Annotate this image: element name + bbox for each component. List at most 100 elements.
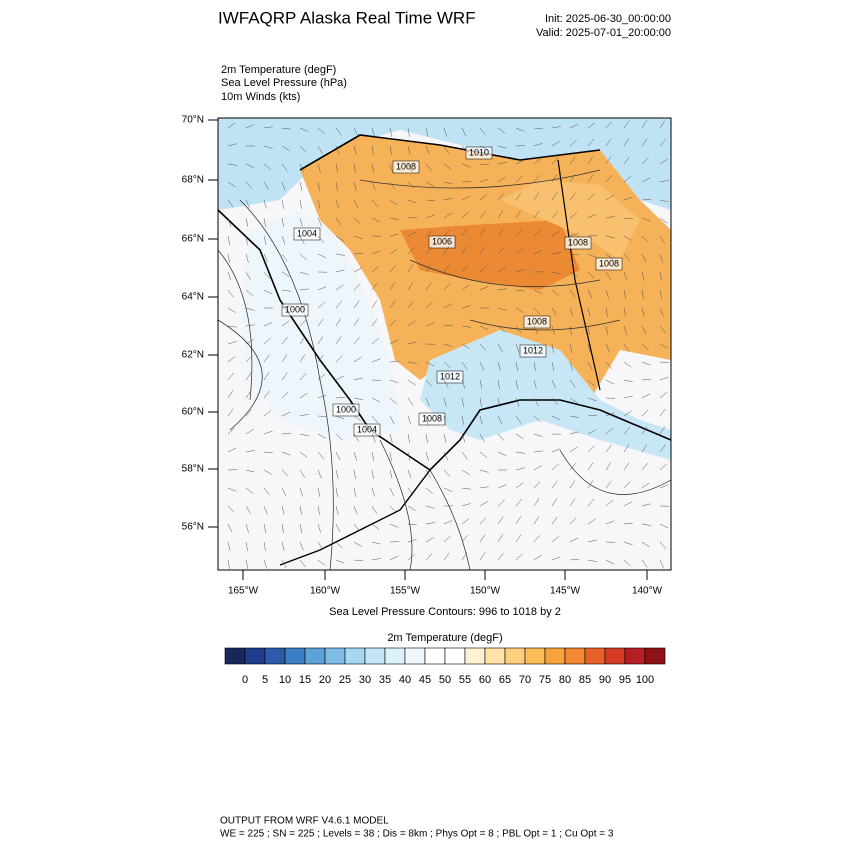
contour-label: 1000 xyxy=(285,304,305,314)
contour-label-box xyxy=(595,257,623,271)
wind-barb xyxy=(515,467,525,471)
wind-barb xyxy=(461,343,470,350)
wind-barb xyxy=(371,318,378,327)
wind-barb xyxy=(227,356,236,363)
wind-barb xyxy=(587,193,595,201)
wind-barb xyxy=(443,283,451,291)
wind-barb xyxy=(371,541,381,545)
wind-barb xyxy=(425,469,431,478)
wind-barb xyxy=(659,307,664,317)
wind-barb xyxy=(407,554,416,561)
wind-barb xyxy=(569,537,579,543)
wind-barb xyxy=(389,282,396,291)
wind-barb xyxy=(317,523,321,533)
wind-barb xyxy=(551,174,558,183)
wind-barb xyxy=(587,271,595,279)
wind-barb xyxy=(641,541,650,548)
wind-barb xyxy=(389,319,397,327)
wind-barb xyxy=(515,451,525,454)
wind-barb xyxy=(587,379,595,387)
wind-barb xyxy=(641,462,648,471)
wind-barb xyxy=(407,282,414,291)
wind-barb xyxy=(569,325,573,335)
wind-barb xyxy=(245,487,254,494)
wind-barb xyxy=(407,415,412,425)
wind-barb xyxy=(281,271,290,278)
wind-barb xyxy=(335,163,338,173)
wind-barb xyxy=(407,487,414,496)
wind-barb xyxy=(587,289,593,299)
wind-barb xyxy=(227,163,237,166)
wind-barb xyxy=(605,156,612,165)
wind-barb xyxy=(227,289,234,298)
wind-barb xyxy=(497,484,507,489)
wind-barb xyxy=(515,361,518,371)
wind-barb xyxy=(587,213,597,219)
wind-barb xyxy=(263,451,273,454)
title: IWFAQRP Alaska Real Time WRF xyxy=(218,8,476,27)
wind-barb xyxy=(227,325,237,328)
wind-barb xyxy=(551,480,558,489)
lon-label: 155°W xyxy=(390,586,421,597)
wind-barb xyxy=(389,265,397,273)
wind-barb xyxy=(641,177,651,183)
wind-barb xyxy=(407,433,410,443)
wind-barb xyxy=(497,307,507,311)
wind-barb xyxy=(479,194,488,201)
contour-label: 1008 xyxy=(568,237,588,247)
wind-barb xyxy=(371,217,381,223)
wind-barb xyxy=(353,356,362,363)
colorbar-tick-label: 10 xyxy=(279,674,291,686)
colorbar-title: 2m Temperature (degF) xyxy=(387,632,502,644)
wind-barb xyxy=(317,394,327,399)
wind-barb xyxy=(659,289,663,299)
wind-barb xyxy=(425,415,429,425)
wind-barb xyxy=(479,286,489,291)
wind-barb xyxy=(317,354,324,363)
wind-barb xyxy=(407,361,417,364)
wind-barb xyxy=(353,397,363,400)
wind-barb xyxy=(281,559,287,569)
wind-barb xyxy=(479,469,489,473)
wind-barb xyxy=(335,523,341,533)
wind-barb xyxy=(461,228,468,237)
wind-barb xyxy=(335,559,345,564)
wind-barb xyxy=(227,235,230,245)
wind-barb xyxy=(317,469,322,479)
wind-barb xyxy=(281,235,286,245)
colorbar-box xyxy=(424,647,446,665)
wind-barb xyxy=(245,124,255,129)
wind-barb xyxy=(263,390,270,399)
wind-barb xyxy=(389,339,399,345)
wind-barb xyxy=(479,325,489,330)
field-label: 2m Temperature (degF) xyxy=(221,64,336,76)
map-frame xyxy=(217,117,672,571)
wind-barb xyxy=(623,253,630,262)
wind-barb xyxy=(299,127,309,132)
wind-barb xyxy=(551,307,557,316)
wind-barb xyxy=(407,539,417,543)
wind-barb xyxy=(497,379,500,389)
wind-barb xyxy=(461,518,470,525)
wind-barb xyxy=(551,463,559,471)
wind-barb xyxy=(569,124,579,129)
contour-label: 1008 xyxy=(599,258,619,268)
wind-barb xyxy=(263,354,270,363)
wind-barb xyxy=(407,145,411,155)
wind-barb xyxy=(335,318,342,327)
wind-barb xyxy=(371,558,381,561)
wind-barb xyxy=(443,181,453,185)
wind-barb xyxy=(317,487,321,497)
wind-barb xyxy=(371,451,375,461)
colorbar-tick-label: 90 xyxy=(599,674,611,686)
wind-barb xyxy=(641,482,650,489)
wind-barb xyxy=(551,126,561,129)
wind-barb xyxy=(353,199,359,209)
wind-barb xyxy=(551,325,555,335)
wind-barb xyxy=(389,127,393,137)
wind-barb xyxy=(263,163,272,170)
wind-barb xyxy=(569,498,576,507)
wind-barb xyxy=(479,265,487,273)
wind-barb xyxy=(569,174,576,183)
wind-barb xyxy=(605,138,612,147)
